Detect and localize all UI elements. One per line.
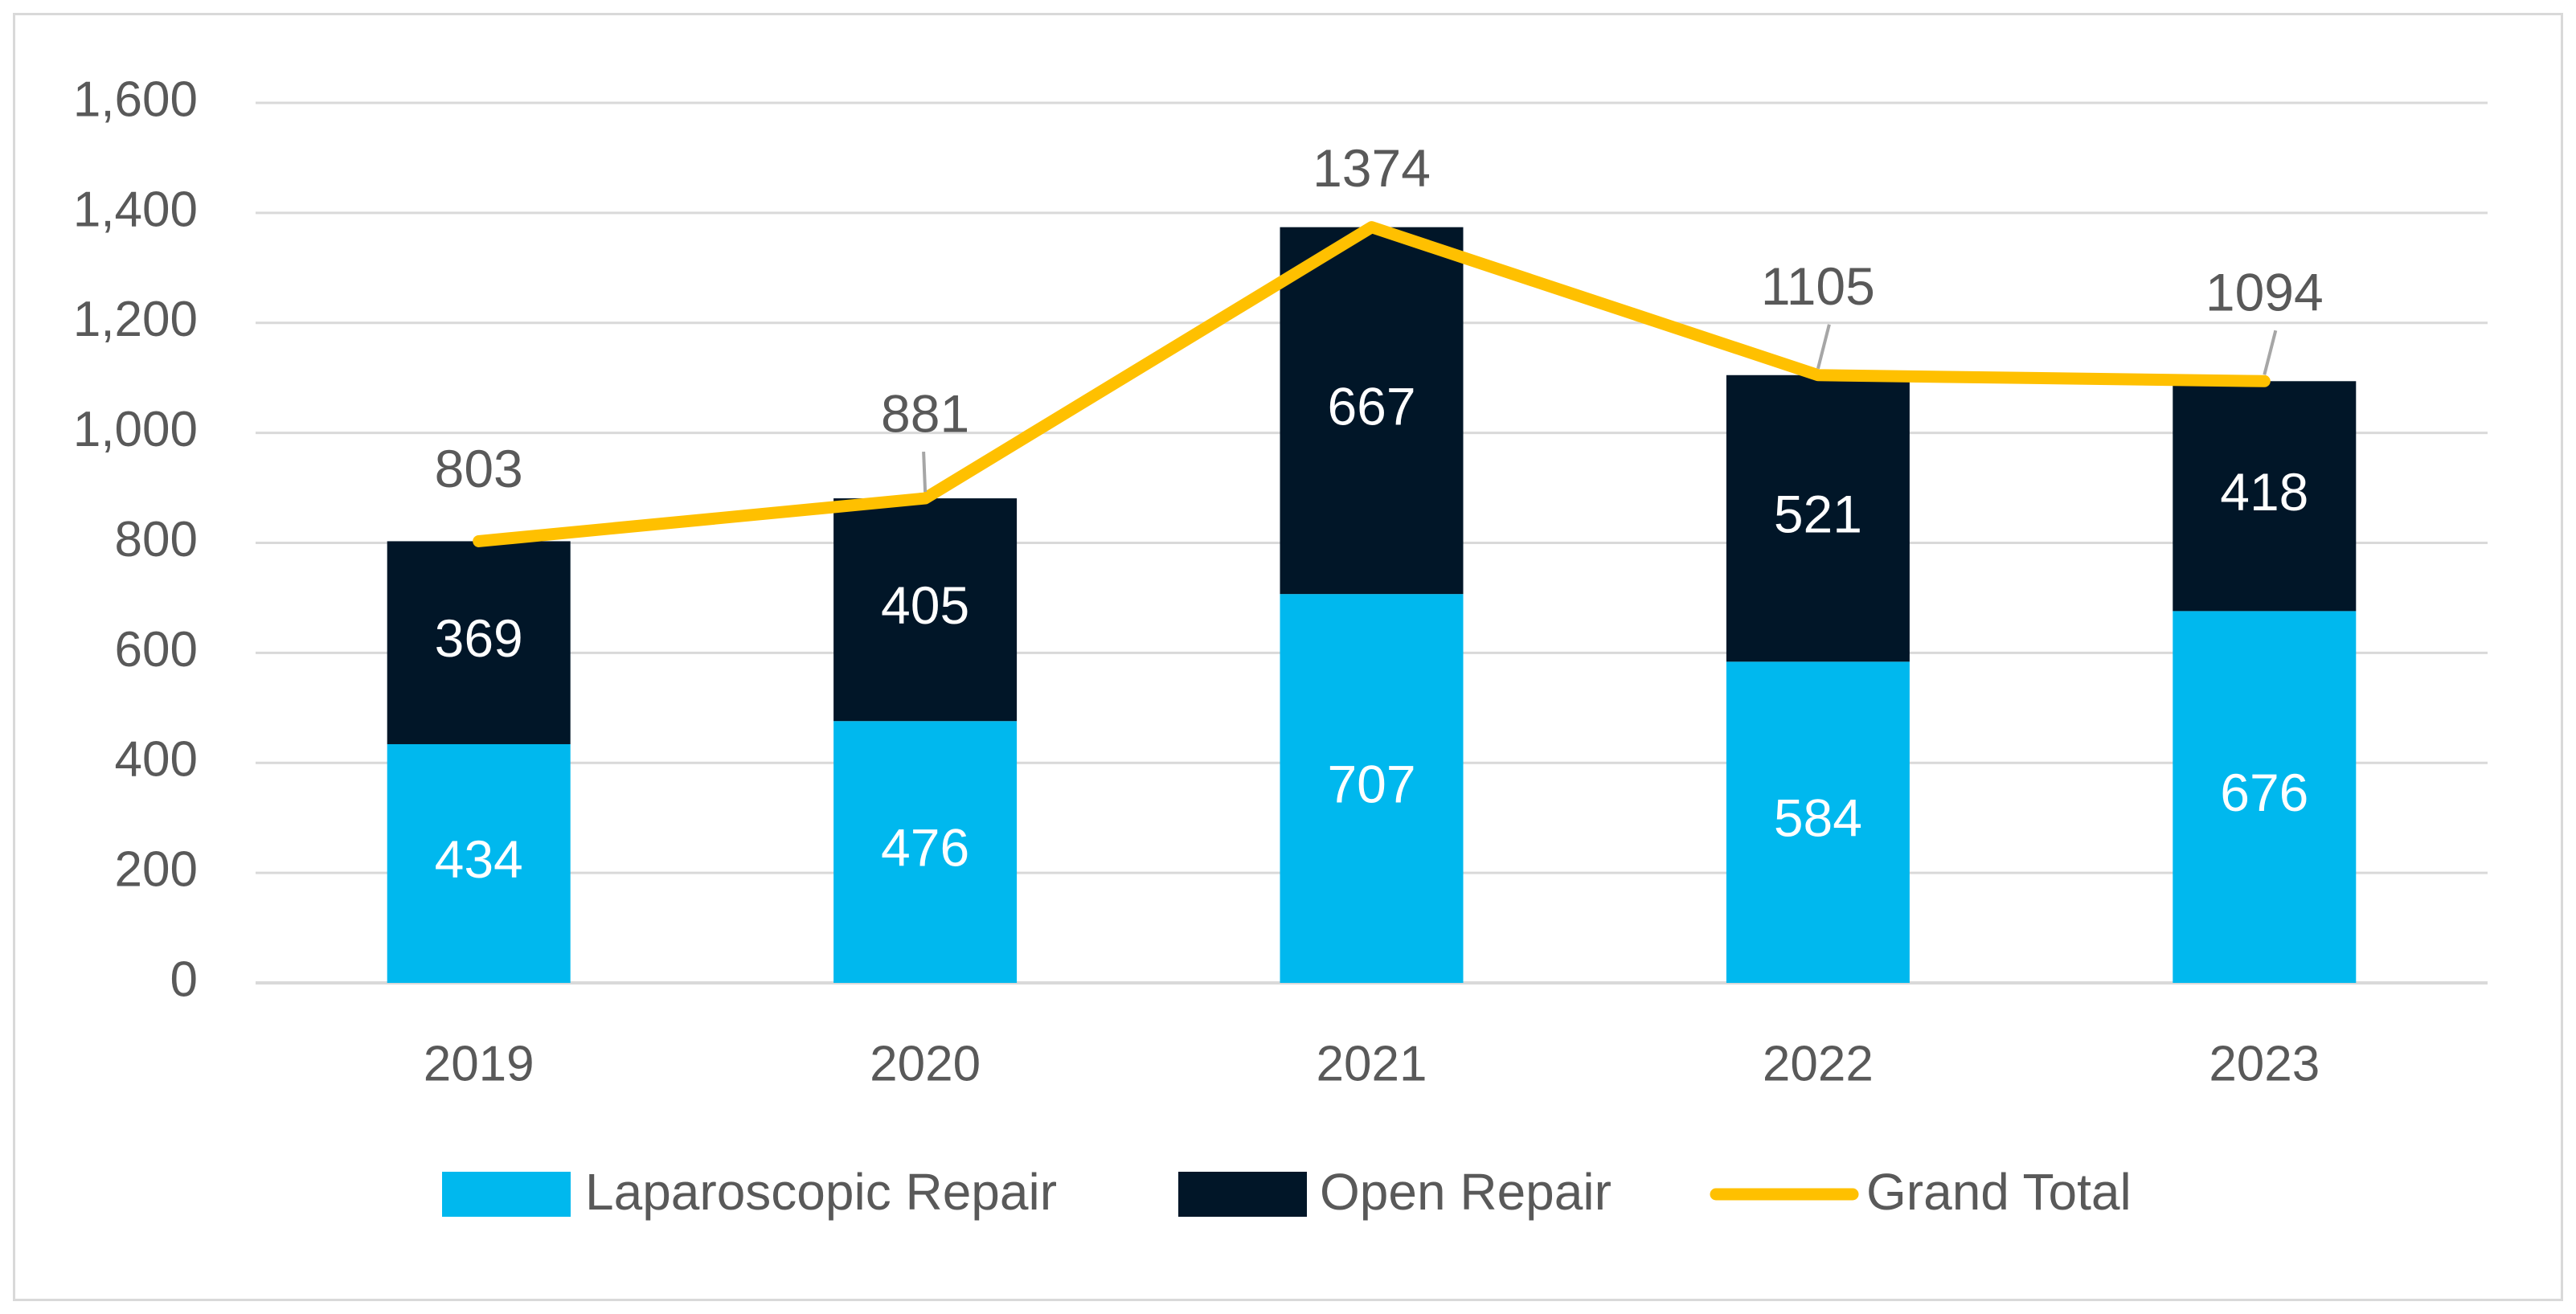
x-tick-label: 2021 <box>1317 1036 1427 1091</box>
data-label-open: 667 <box>1327 376 1415 436</box>
total-label-leader <box>922 451 928 493</box>
y-tick-label: 600 <box>115 622 198 677</box>
bar-laparoscopic-repair[interactable] <box>1726 661 1910 983</box>
y-tick-label: 400 <box>115 732 198 788</box>
legend-label-grand-total: Grand Total <box>1866 1163 2132 1221</box>
data-label-grand-total: 1094 <box>2205 263 2324 322</box>
bar-laparoscopic-repair[interactable] <box>387 743 571 983</box>
y-tick-label: 1,000 <box>73 402 198 457</box>
x-tick-label: 2022 <box>1763 1036 1874 1091</box>
data-label-laparoscopic: 584 <box>1774 788 1862 848</box>
x-tick-label: 2020 <box>870 1036 981 1091</box>
y-tick-label: 1,600 <box>73 72 198 127</box>
x-tick-label: 2023 <box>2209 1036 2320 1091</box>
y-tick-label: 1,200 <box>73 292 198 347</box>
bar-open-repair[interactable] <box>833 498 1018 722</box>
data-label-open: 521 <box>1774 484 1862 543</box>
data-label-laparoscopic: 707 <box>1327 755 1415 814</box>
y-tick-label: 0 <box>170 952 198 1007</box>
point-grand-total[interactable] <box>1816 374 1819 376</box>
data-label-open: 369 <box>435 608 523 668</box>
legend-label-laparoscopic: Laparoscopic Repair <box>585 1163 1057 1221</box>
data-label-grand-total: 1105 <box>1761 256 1875 316</box>
bar-laparoscopic-repair[interactable] <box>833 721 1018 983</box>
data-label-laparoscopic: 676 <box>2220 763 2308 822</box>
bar-open-repair[interactable] <box>2173 381 2357 612</box>
legend-swatch-open <box>1178 1172 1307 1217</box>
y-tick-label: 200 <box>115 842 198 898</box>
point-grand-total[interactable] <box>924 497 927 500</box>
y-tick-label: 1,400 <box>73 182 198 237</box>
data-label-open: 418 <box>2220 462 2308 522</box>
data-label-laparoscopic: 434 <box>435 829 523 889</box>
bar-laparoscopic-repair[interactable] <box>1280 594 1464 983</box>
bar-open-repair[interactable] <box>1726 375 1910 662</box>
data-label-grand-total: 803 <box>435 439 523 498</box>
data-label-laparoscopic: 476 <box>881 818 969 878</box>
x-tick-label: 2019 <box>424 1036 534 1091</box>
data-label-grand-total: 881 <box>881 384 969 444</box>
total-label-leader <box>2263 330 2278 375</box>
y-tick-label: 800 <box>115 512 198 567</box>
point-grand-total[interactable] <box>1370 226 1373 228</box>
legend-swatch-laparoscopic <box>442 1172 571 1217</box>
legend-label-open: Open Repair <box>1320 1163 1612 1221</box>
point-grand-total[interactable] <box>2263 380 2266 383</box>
data-label-open: 405 <box>881 575 969 635</box>
point-grand-total[interactable] <box>477 540 480 542</box>
bar-open-repair[interactable] <box>387 541 571 744</box>
data-label-grand-total: 1374 <box>1313 138 1431 198</box>
bar-laparoscopic-repair[interactable] <box>2173 611 2357 983</box>
bar-open-repair[interactable] <box>1280 227 1464 595</box>
total-label-leader <box>1816 324 1831 370</box>
